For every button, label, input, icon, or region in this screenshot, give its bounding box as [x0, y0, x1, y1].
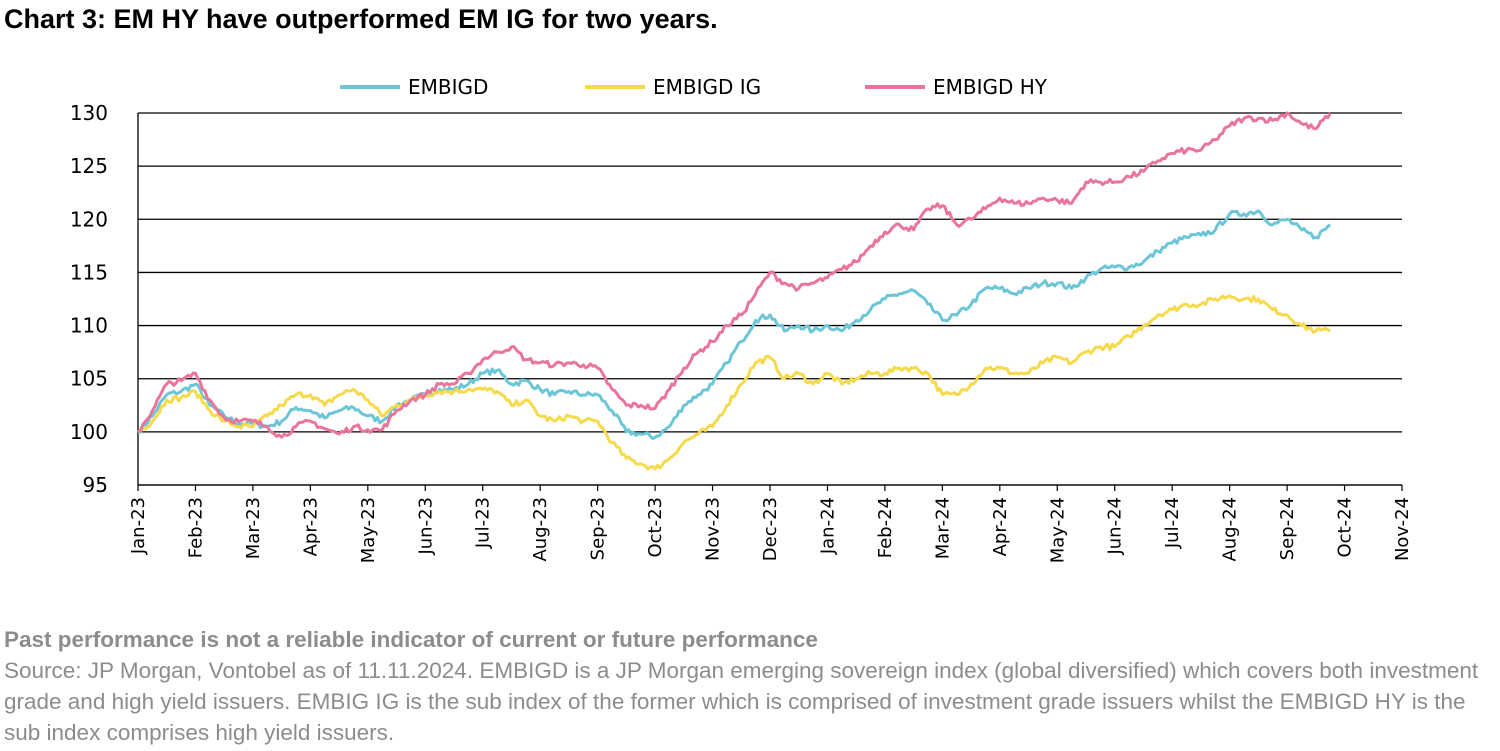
x-tick-label: Jan-23: [128, 497, 149, 555]
x-tick-label: May-23: [358, 497, 379, 563]
x-tick-label: Feb-24: [875, 497, 896, 558]
x-tick-label: May-24: [1047, 497, 1068, 563]
series-line-embigd-hy: [137, 111, 1332, 439]
x-tick-label: Sep-23: [588, 497, 609, 560]
legend-label: EMBIGD IG: [653, 75, 761, 99]
performance-disclaimer: Past performance is not a reliable indic…: [4, 627, 818, 652]
x-tick-label: Mar-23: [243, 497, 264, 559]
axes: [137, 113, 1403, 491]
x-tick-label: Aug-23: [530, 497, 551, 562]
x-tick-label: Apr-23: [300, 497, 321, 556]
y-tick-label: 125: [70, 154, 108, 178]
x-tick-label: Nov-23: [703, 497, 724, 561]
x-axis-tick-labels: Jan-23 Feb-23 Mar-23 Apr-23 May-23 Jun-23 Jul-…: [128, 497, 1413, 563]
x-tick-label: Oct-23: [645, 497, 666, 558]
x-tick-label: Jul-23: [473, 497, 494, 549]
x-tick-label: Jun-24: [1105, 497, 1126, 556]
x-tick-label: Aug-24: [1220, 497, 1241, 562]
x-tick-label: Apr-24: [990, 497, 1011, 556]
x-tick-label: Oct-24: [1335, 497, 1356, 558]
x-tick-label: Jul-24: [1162, 497, 1183, 549]
chart-title: Chart 3: EM HY have outperformed EM IG f…: [4, 4, 718, 34]
legend: EMBIGD EMBIGD IG EMBIGD HY: [340, 75, 1048, 99]
y-axis-tick-labels: 95 100 105 110 115 120 125 130: [70, 101, 108, 497]
x-tick-label: Jun-23: [415, 497, 436, 556]
series-line-embigd: [137, 209, 1332, 440]
x-tick-label: Mar-24: [932, 497, 953, 559]
series-line-embigd-ig: [137, 294, 1331, 471]
x-tick-label: Dec-23: [760, 497, 781, 561]
footer-notes: Past performance is not a reliable indic…: [4, 624, 1494, 748]
y-tick-label: 130: [70, 101, 108, 125]
y-tick-label: 110: [70, 314, 108, 338]
series-lines: [137, 111, 1332, 471]
x-tick-label: Sep-24: [1277, 497, 1298, 560]
y-tick-label: 100: [70, 420, 108, 444]
legend-label: EMBIGD: [408, 75, 488, 99]
x-tick-label: Jan-24: [817, 497, 838, 555]
grid-lines: [138, 112, 1402, 486]
source-note: Source: JP Morgan, Vontobel as of 11.11.…: [4, 658, 1479, 745]
x-tick-label: Nov-24: [1392, 497, 1413, 561]
y-tick-label: 115: [70, 260, 108, 284]
x-tick-label: Feb-23: [185, 497, 206, 558]
legend-label: EMBIGD HY: [933, 75, 1048, 99]
line-chart: EMBIGD EMBIGD IG EMBIGD HY 95 100 105 110 115 1…: [70, 75, 1413, 563]
y-tick-label: 105: [70, 367, 108, 391]
y-tick-label: 120: [70, 207, 108, 231]
y-tick-label: 95: [83, 473, 108, 497]
